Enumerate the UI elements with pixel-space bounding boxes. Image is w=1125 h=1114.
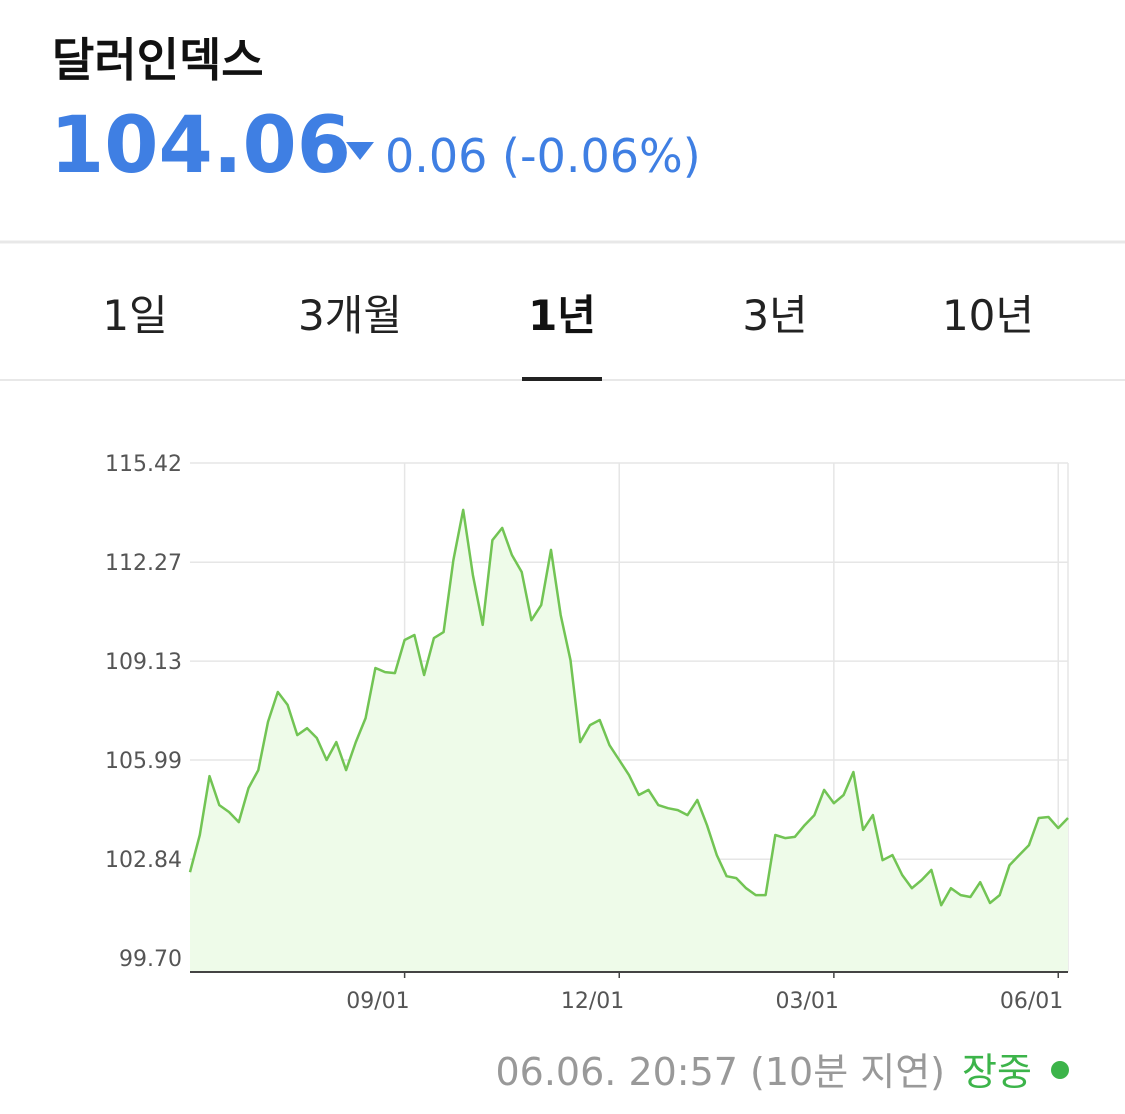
x-tick-label: 12/01 bbox=[561, 989, 624, 1014]
period-tab[interactable]: 10년 bbox=[942, 291, 1034, 340]
period-tab[interactable]: 3개월 bbox=[298, 291, 402, 340]
tab-underline bbox=[522, 377, 602, 381]
down-arrow bbox=[346, 142, 374, 160]
market-status: 장중 bbox=[962, 1050, 1032, 1094]
x-tick-label: 09/01 bbox=[346, 989, 409, 1014]
y-tick-label: 115.42 bbox=[105, 452, 182, 477]
period-tab[interactable]: 3년 bbox=[742, 291, 807, 340]
x-tick-label: 06/01 bbox=[1000, 989, 1063, 1014]
area bbox=[190, 509, 1068, 972]
price-change: 0.06 (-0.06%) bbox=[385, 129, 701, 183]
period-tab[interactable]: 1년 bbox=[528, 291, 596, 340]
line bbox=[188, 508, 1069, 907]
timestamp: 06.06. 20:57 (10분 지연) bbox=[496, 1050, 946, 1094]
status-dot bbox=[1051, 1061, 1069, 1079]
price: 104.06 bbox=[50, 101, 351, 191]
period-tab[interactable]: 1일 bbox=[102, 291, 167, 340]
title: 달러인덱스 bbox=[52, 33, 264, 87]
y-tick-label: 105.99 bbox=[105, 749, 182, 774]
period-tabs: 1일 3개월 1년 3년 10년 bbox=[102, 291, 1034, 381]
x-tick-label: 03/01 bbox=[775, 989, 838, 1014]
y-tick-label: 109.13 bbox=[105, 650, 182, 675]
y-tick-label: 99.70 bbox=[119, 947, 182, 972]
y-tick-label: 102.84 bbox=[105, 848, 182, 873]
chart: 99.70 102.84 105.99 109.13 112.27 115.42 09/01… bbox=[105, 452, 1069, 1014]
y-tick-label: 112.27 bbox=[105, 551, 182, 576]
